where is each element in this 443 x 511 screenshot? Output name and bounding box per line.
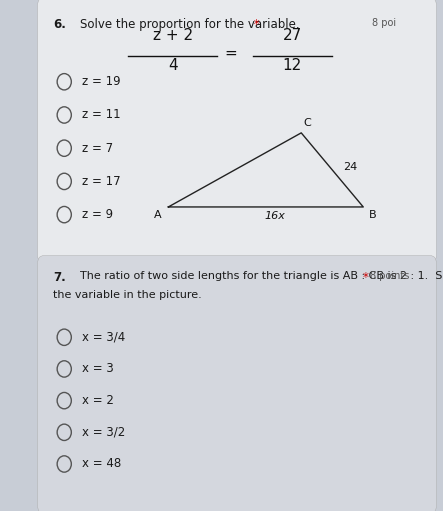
Text: 27: 27: [283, 29, 302, 43]
Text: 4: 4: [168, 58, 178, 73]
Text: z = 7: z = 7: [82, 142, 113, 155]
Text: z + 2: z + 2: [153, 29, 193, 43]
Text: *: *: [250, 18, 260, 31]
Text: z = 9: z = 9: [82, 208, 113, 221]
Text: 16x: 16x: [264, 211, 285, 221]
Text: 7.: 7.: [53, 271, 66, 284]
Text: x = 3: x = 3: [82, 362, 114, 376]
Text: x = 48: x = 48: [82, 457, 121, 471]
Text: 6.: 6.: [53, 18, 66, 31]
Text: 8 poi: 8 poi: [372, 18, 396, 28]
FancyBboxPatch shape: [38, 256, 436, 511]
Text: *: *: [362, 271, 368, 284]
Text: z = 17: z = 17: [82, 175, 120, 188]
Text: z = 19: z = 19: [82, 75, 120, 88]
Text: B: B: [369, 210, 376, 220]
Text: 12: 12: [283, 58, 302, 73]
FancyBboxPatch shape: [38, 0, 436, 263]
Text: the variable in the picture.: the variable in the picture.: [53, 290, 202, 300]
Text: C: C: [303, 118, 311, 128]
Text: x = 3/4: x = 3/4: [82, 331, 125, 344]
Text: 8 points: 8 points: [370, 271, 409, 281]
Text: 24: 24: [343, 162, 358, 172]
Text: Solve the proportion for the variable.: Solve the proportion for the variable.: [80, 18, 299, 31]
Text: =: =: [224, 46, 237, 61]
Text: x = 3/2: x = 3/2: [82, 426, 125, 439]
Text: x = 2: x = 2: [82, 394, 114, 407]
Text: z = 11: z = 11: [82, 108, 120, 122]
Text: A: A: [153, 210, 161, 220]
Text: The ratio of two side lengths for the triangle is AB : CB is 2 : 1.  Solve for: The ratio of two side lengths for the tr…: [80, 271, 443, 281]
